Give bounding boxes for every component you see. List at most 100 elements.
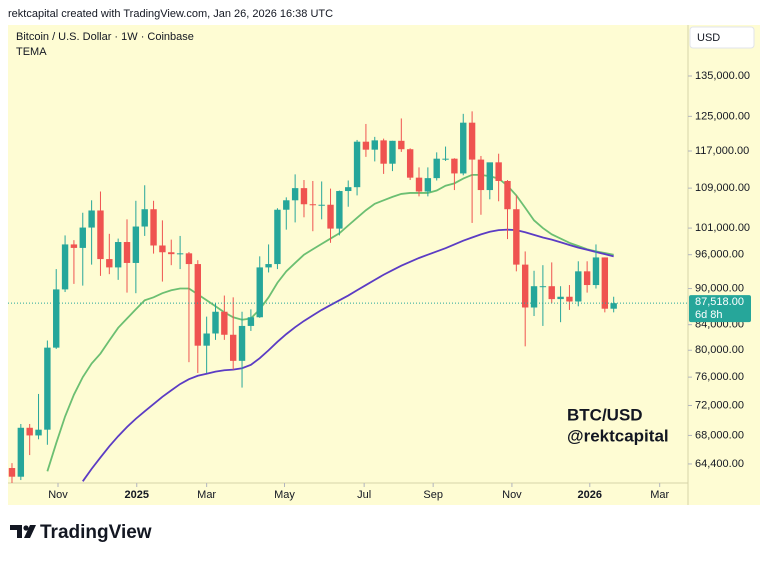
candle-body: [468, 122, 476, 160]
candle-body: [114, 242, 122, 268]
indicator-line: [82, 228, 614, 482]
candle-body: [203, 333, 210, 346]
candle-body: [132, 226, 140, 263]
candle-body: [35, 429, 42, 436]
x-tick-label: May: [274, 489, 295, 501]
candle-body: [592, 257, 600, 286]
candle-body: [106, 259, 113, 268]
candle-body: [495, 162, 502, 181]
credit: rektcapital created with TradingView.com…: [8, 8, 333, 20]
indicator-label: TEMA: [16, 46, 47, 58]
candle-body: [353, 141, 361, 188]
candle-body: [123, 242, 131, 263]
candle-body: [486, 162, 493, 191]
candle-body: [398, 140, 405, 150]
candle-body: [53, 289, 60, 348]
candle-body: [575, 271, 582, 302]
candle-body: [247, 317, 255, 326]
last-price-label: 87,518.00: [695, 296, 744, 308]
x-tick-label: 2025: [125, 489, 149, 501]
candle-body: [336, 191, 343, 229]
currency[interactable]: USD: [697, 32, 720, 44]
candle-body: [168, 252, 175, 255]
candle-body: [601, 257, 609, 309]
candle-body: [371, 140, 378, 150]
candle-body: [79, 227, 86, 248]
candle-body: [477, 159, 485, 191]
x-tick-label: Sep: [423, 489, 443, 501]
x-tick-label: Nov: [502, 489, 522, 501]
y-tick-label: 68,000.00: [695, 429, 744, 441]
y-tick-label: 72,000.00: [695, 399, 744, 411]
candle-body: [8, 468, 16, 477]
candle-body: [212, 311, 219, 334]
candle-body: [309, 204, 317, 206]
x-tick-label: Mar: [197, 489, 216, 501]
candle-body: [539, 286, 547, 288]
candle-body: [610, 303, 617, 309]
countdown: 6d 8h: [695, 309, 723, 321]
candle-body: [406, 149, 414, 178]
candle-body: [150, 209, 157, 246]
candle-body: [141, 209, 148, 227]
candle-body: [61, 244, 69, 290]
candle-body: [530, 286, 538, 308]
currency-box[interactable]: [689, 26, 755, 49]
x-tick-label: Jul: [357, 489, 371, 501]
x-tick-label: Mar: [650, 489, 669, 501]
candle-body: [424, 178, 432, 192]
candle-body: [318, 204, 325, 206]
candle-body: [97, 210, 104, 260]
annotation: BTC/USD: [567, 405, 643, 424]
last-price-box: [689, 295, 751, 323]
x-tick-label: 2026: [578, 489, 602, 501]
y-tick-label: 101,000.00: [695, 222, 750, 234]
candle-body: [583, 271, 591, 286]
candle-body: [345, 187, 352, 192]
chart-title: Bitcoin / U.S. Dollar · 1W · Coinbase: [16, 31, 194, 43]
candle-body: [17, 427, 25, 477]
candle-body: [221, 311, 228, 335]
logo: [10, 525, 36, 538]
candle-body: [451, 158, 458, 174]
chart-background: [8, 25, 760, 505]
candle-body: [389, 140, 396, 164]
candle-body: [194, 264, 201, 346]
annotation: @rektcapital: [567, 426, 669, 445]
candle-body: [380, 140, 387, 164]
candle-body: [291, 188, 299, 201]
candles: [8, 111, 617, 483]
x-tick-label: Nov: [48, 489, 68, 501]
candle-body: [362, 141, 370, 150]
y-tick-label: 80,000.00: [695, 344, 744, 356]
candle-body: [229, 334, 237, 361]
y-tick-label: 64,400.00: [695, 458, 744, 470]
y-tick-label: 90,000.00: [695, 282, 744, 294]
candle-body: [26, 427, 33, 436]
candle-body: [185, 253, 193, 265]
candle-body: [327, 204, 334, 229]
candle-body: [415, 177, 423, 192]
candle-body: [283, 200, 290, 210]
y-tick-label: 96,000.00: [695, 249, 744, 261]
candle-body: [504, 180, 511, 210]
candle-body: [44, 347, 51, 430]
candle-body: [557, 296, 564, 300]
candle-body: [460, 122, 467, 174]
candle-body: [274, 209, 281, 265]
candle-body: [566, 296, 573, 302]
y-tick-label: 109,000.00: [695, 182, 750, 194]
candle-body: [159, 245, 166, 253]
candle-body: [176, 253, 184, 255]
candle-body: [256, 267, 263, 318]
candle-body: [548, 286, 555, 300]
y-tick-label: 117,000.00: [695, 145, 749, 157]
footer-brand: TradingView: [40, 522, 152, 543]
candle-body: [88, 210, 95, 228]
y-tick-label: 76,000.00: [695, 371, 744, 383]
candle-body: [433, 158, 440, 179]
y-tick-label: 125,000.00: [695, 110, 750, 122]
y-tick-label: 135,000.00: [695, 70, 750, 82]
